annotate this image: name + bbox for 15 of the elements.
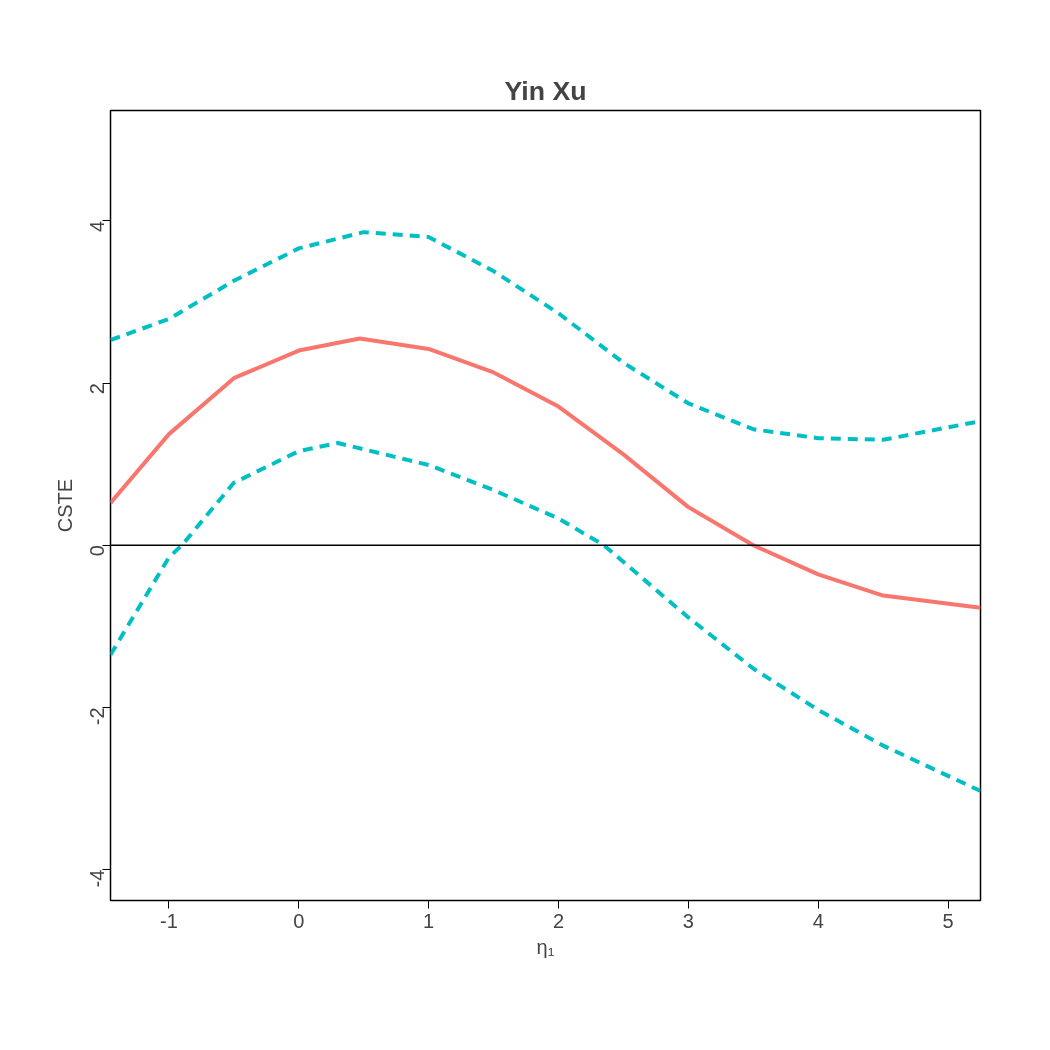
y-tick-label: -4 xyxy=(86,869,109,888)
x-tick-label: 3 xyxy=(682,909,694,932)
chart-title: Yin Xu xyxy=(504,75,587,106)
x-axis-title: η₁ xyxy=(536,935,555,958)
x-tick-label: 4 xyxy=(812,909,824,932)
y-tick-label: 0 xyxy=(86,545,109,557)
x-tick-label: -1 xyxy=(160,909,178,932)
y-tick-label: -2 xyxy=(86,707,109,726)
y-tick-label: 4 xyxy=(86,220,109,232)
x-tick-label: 2 xyxy=(552,909,565,932)
x-tick-label: 0 xyxy=(293,909,305,932)
y-tick-label: 2 xyxy=(86,383,109,395)
x-tick-label: 5 xyxy=(942,909,954,932)
x-tick-label: 1 xyxy=(423,909,435,932)
y-axis-title: CSTE xyxy=(53,478,76,533)
